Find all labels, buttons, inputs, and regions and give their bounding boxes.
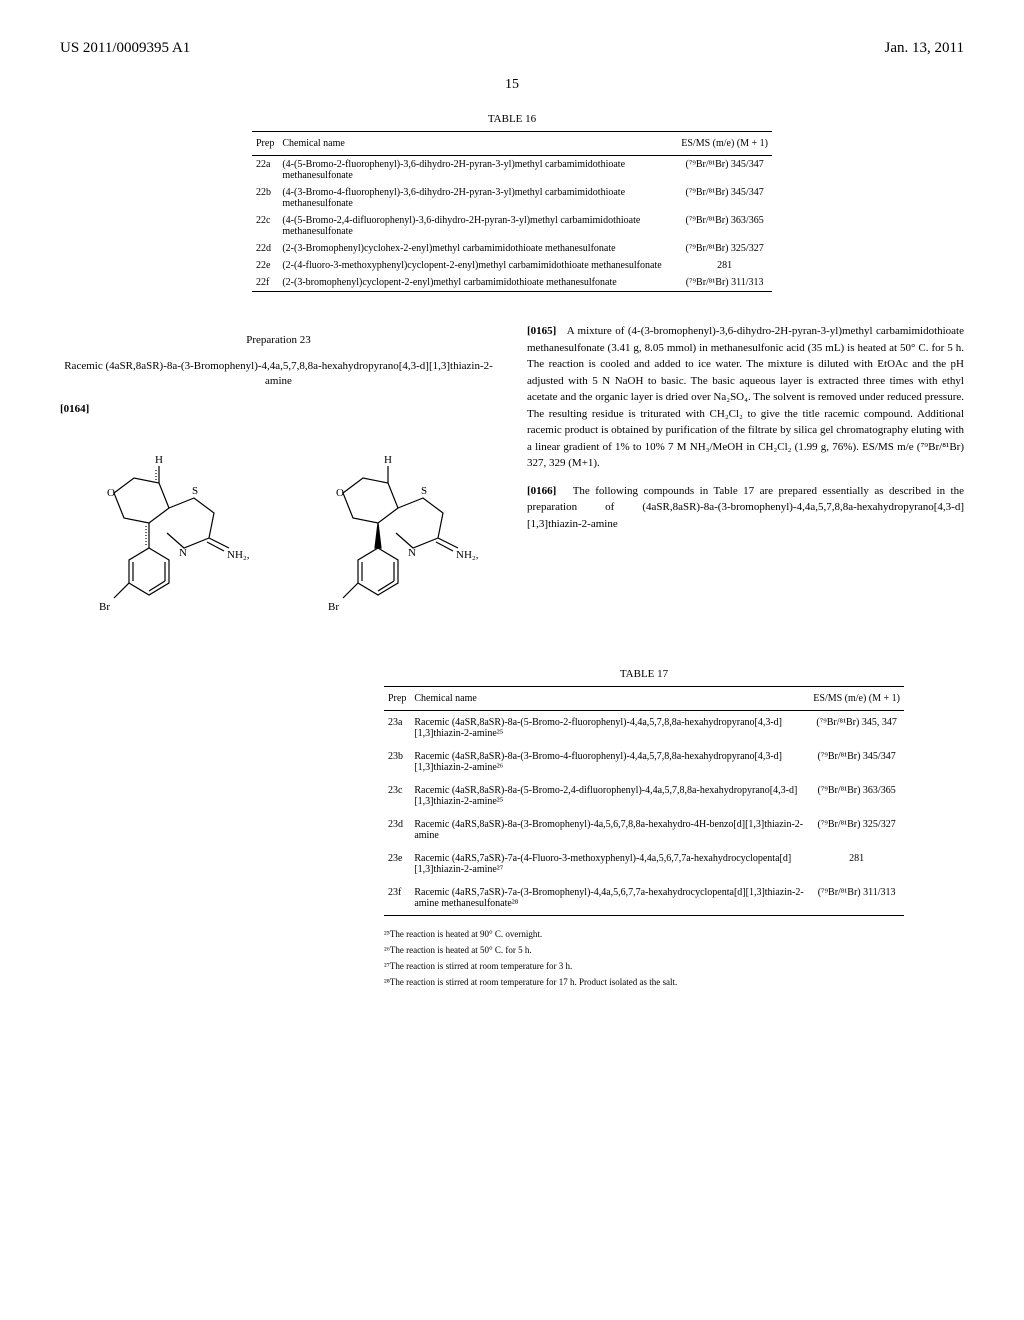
table-row: 23aRacemic (4aSR,8aSR)-8a-(5-Bromo-2-flu… xyxy=(384,710,904,745)
footnote: ²⁸The reaction is stirred at room temper… xyxy=(384,974,904,990)
table-cell: (⁷⁹Br/⁸¹Br) 325/327 xyxy=(809,813,904,847)
table-cell: (⁷⁹Br/⁸¹Br) 345, 347 xyxy=(809,710,904,745)
table-row: 23eRacemic (4aRS,7aSR)-7a-(4-Fluoro-3-me… xyxy=(384,847,904,881)
table-cell: (⁷⁹Br/⁸¹Br) 363/365 xyxy=(809,779,904,813)
table-row: 22f(2-(3-bromophenyl)cyclopent-2-enyl)me… xyxy=(252,274,772,292)
footnote: ²⁷The reaction is stirred at room temper… xyxy=(384,958,904,974)
table-16: Prep Chemical name ES/MS (m/e) (M + 1) 2… xyxy=(252,131,772,292)
table-cell: 23c xyxy=(384,779,410,813)
table-header: Chemical name xyxy=(278,132,677,156)
table-row: 22d(2-(3-Bromophenyl)cyclohex-2-enyl)met… xyxy=(252,240,772,257)
table-cell: 22d xyxy=(252,240,278,257)
preparation-title: Preparation 23 xyxy=(60,332,497,349)
table-row: 22a(4-(5-Bromo-2-fluorophenyl)-3,6-dihyd… xyxy=(252,156,772,185)
page-number: 15 xyxy=(60,77,964,93)
table-cell: (⁷⁹Br/⁸¹Br) 325/327 xyxy=(677,240,772,257)
table-17-wrap: TABLE 17 Prep Chemical name ES/MS (m/e) … xyxy=(384,668,904,916)
table-row: 23bRacemic (4aSR,8aSR)-8a-(3-Bromo-4-flu… xyxy=(384,745,904,779)
table-cell: Racemic (4aRS,8aSR)-8a-(3-Bromophenyl)-4… xyxy=(410,813,809,847)
table-cell: 23b xyxy=(384,745,410,779)
table-16-caption: TABLE 16 xyxy=(252,113,772,125)
table-header: ES/MS (m/e) (M + 1) xyxy=(677,132,772,156)
table-row: Prep Chemical name ES/MS (m/e) (M + 1) xyxy=(384,686,904,710)
table-cell: Racemic (4aSR,8aSR)-8a-(3-Bromo-4-fluoro… xyxy=(410,745,809,779)
table-row: 22e(2-(4-fluoro-3-methoxyphenyl)cyclopen… xyxy=(252,257,772,274)
svg-text:H: H xyxy=(384,454,392,466)
footnote: ²⁵The reaction is heated at 90° C. overn… xyxy=(384,926,904,942)
page-header: US 2011/0009395 A1 Jan. 13, 2011 xyxy=(60,40,964,57)
svg-text:N: N xyxy=(179,547,187,559)
table-cell: 23d xyxy=(384,813,410,847)
table-17: Prep Chemical name ES/MS (m/e) (M + 1) 2… xyxy=(384,686,904,916)
svg-text:S: S xyxy=(192,485,198,497)
table-row: 23fRacemic (4aRS,7aSR)-7a-(3-Bromophenyl… xyxy=(384,881,904,916)
chem-structure-1-icon: O H S N NH₂, xyxy=(79,438,249,638)
table-cell: Racemic (4aSR,8aSR)-8a-(5-Bromo-2,4-difl… xyxy=(410,779,809,813)
table-cell: (2-(4-fluoro-3-methoxyphenyl)cyclopent-2… xyxy=(278,257,677,274)
svg-text:NH₂,: NH₂, xyxy=(456,549,478,561)
table-row: 23cRacemic (4aSR,8aSR)-8a-(5-Bromo-2,4-d… xyxy=(384,779,904,813)
content-columns: Preparation 23 Racemic (4aSR,8aSR)-8a-(3… xyxy=(60,312,964,658)
table-cell: 22f xyxy=(252,274,278,292)
footnote: ²⁶The reaction is heated at 50° C. for 5… xyxy=(384,942,904,958)
preparation-subtitle: Racemic (4aSR,8aSR)-8a-(3-Bromophenyl)-4… xyxy=(60,359,497,390)
paragraph-text: The following compounds in Table 17 are … xyxy=(527,485,964,530)
svg-text:O: O xyxy=(107,487,115,499)
patent-page: US 2011/0009395 A1 Jan. 13, 2011 15 TABL… xyxy=(0,0,1024,1021)
table-header: Prep xyxy=(252,132,278,156)
table-cell: 23f xyxy=(384,881,410,916)
table-cell: (⁷⁹Br/⁸¹Br) 311/313 xyxy=(677,274,772,292)
svg-text:Br: Br xyxy=(328,601,339,613)
paragraph-number: [0164] xyxy=(60,401,497,418)
table-cell: Racemic (4aSR,8aSR)-8a-(5-Bromo-2-fluoro… xyxy=(410,710,809,745)
table-cell: 22b xyxy=(252,184,278,212)
table-cell: (4-(5-Bromo-2,4-difluorophenyl)-3,6-dihy… xyxy=(278,212,677,240)
paragraph-text: A mixture of (4-(3-bromophenyl)-3,6-dihy… xyxy=(527,325,964,469)
table-cell: (⁷⁹Br/⁸¹Br) 345/347 xyxy=(809,745,904,779)
table-cell: 281 xyxy=(809,847,904,881)
table-cell: 281 xyxy=(677,257,772,274)
table-cell: 23e xyxy=(384,847,410,881)
svg-text:N: N xyxy=(408,547,416,559)
table-cell: 23a xyxy=(384,710,410,745)
publication-date: Jan. 13, 2011 xyxy=(885,40,964,57)
table-cell: (2-(3-Bromophenyl)cyclohex-2-enyl)methyl… xyxy=(278,240,677,257)
table-cell: 22c xyxy=(252,212,278,240)
table-16-wrap: TABLE 16 Prep Chemical name ES/MS (m/e) … xyxy=(252,113,772,292)
svg-text:H: H xyxy=(155,454,163,466)
svg-text:S: S xyxy=(421,485,427,497)
svg-text:NH₂,: NH₂, xyxy=(227,549,249,561)
table-cell: (⁷⁹Br/⁸¹Br) 311/313 xyxy=(809,881,904,916)
table-cell: (4-(5-Bromo-2-fluorophenyl)-3,6-dihydro-… xyxy=(278,156,677,185)
table-cell: (⁷⁹Br/⁸¹Br) 345/347 xyxy=(677,156,772,185)
table-cell: (⁷⁹Br/⁸¹Br) 345/347 xyxy=(677,184,772,212)
table-row: 23dRacemic (4aRS,8aSR)-8a-(3-Bromophenyl… xyxy=(384,813,904,847)
table-header: Prep xyxy=(384,686,410,710)
table-cell: 22e xyxy=(252,257,278,274)
table-cell: Racemic (4aRS,7aSR)-7a-(3-Bromophenyl)-4… xyxy=(410,881,809,916)
table-header: Chemical name xyxy=(410,686,809,710)
publication-number: US 2011/0009395 A1 xyxy=(60,40,190,57)
table-row: 22b(4-(3-Bromo-4-fluorophenyl)-3,6-dihyd… xyxy=(252,184,772,212)
paragraph-165: [0165] A mixture of (4-(3-bromophenyl)-3… xyxy=(527,323,964,472)
table-header: ES/MS (m/e) (M + 1) xyxy=(809,686,904,710)
svg-text:Br: Br xyxy=(99,601,110,613)
right-column: [0165] A mixture of (4-(3-bromophenyl)-3… xyxy=(527,312,964,658)
chemical-structures: O H S N NH₂, xyxy=(60,438,497,638)
chem-structure-2-icon: O H S N NH₂, xyxy=(308,438,478,638)
table-row: Prep Chemical name ES/MS (m/e) (M + 1) xyxy=(252,132,772,156)
table-17-caption: TABLE 17 xyxy=(384,668,904,680)
svg-text:O: O xyxy=(336,487,344,499)
table-cell: 22a xyxy=(252,156,278,185)
footnotes: ²⁵The reaction is heated at 90° C. overn… xyxy=(384,926,904,991)
paragraph-number: [0166] xyxy=(527,485,556,497)
table-cell: Racemic (4aRS,7aSR)-7a-(4-Fluoro-3-metho… xyxy=(410,847,809,881)
table-cell: (⁷⁹Br/⁸¹Br) 363/365 xyxy=(677,212,772,240)
paragraph-166: [0166] The following compounds in Table … xyxy=(527,483,964,533)
left-column: Preparation 23 Racemic (4aSR,8aSR)-8a-(3… xyxy=(60,312,497,658)
table-row: 22c(4-(5-Bromo-2,4-difluorophenyl)-3,6-d… xyxy=(252,212,772,240)
table-cell: (2-(3-bromophenyl)cyclopent-2-enyl)methy… xyxy=(278,274,677,292)
paragraph-number: [0165] xyxy=(527,325,556,337)
table-cell: (4-(3-Bromo-4-fluorophenyl)-3,6-dihydro-… xyxy=(278,184,677,212)
